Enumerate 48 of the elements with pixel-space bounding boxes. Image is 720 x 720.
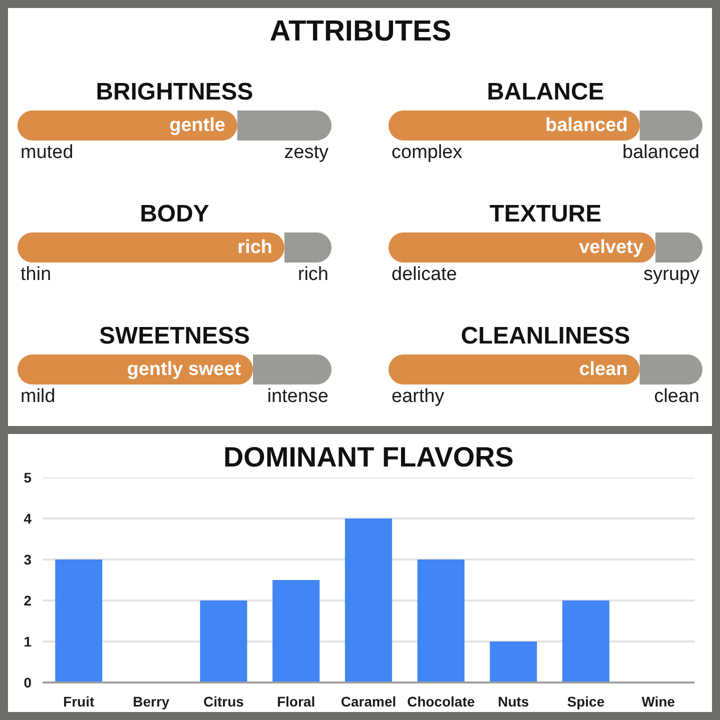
text: mild xyxy=(20,386,56,407)
chart-title: SWEETNESS xyxy=(99,322,250,350)
text: intense xyxy=(267,386,329,407)
text: ATTRIBUTES xyxy=(270,16,452,48)
annotation: clean xyxy=(579,359,628,380)
chart-title: BRIGHTNESS xyxy=(96,78,254,106)
x-tick-label: Wine xyxy=(642,694,676,710)
x-tick-label: Caramel xyxy=(340,694,396,710)
chart-title: BALANCE xyxy=(486,78,604,106)
chart-title: DOMINANT FLAVORS xyxy=(223,442,514,472)
bar xyxy=(490,642,537,682)
annotation: balanced xyxy=(545,115,628,136)
bar xyxy=(200,600,248,682)
annotation: gentle xyxy=(169,115,226,136)
y-tick-label: 0 xyxy=(24,674,32,690)
x-tick-label: Floral xyxy=(276,694,316,710)
x-tick-label: Citrus xyxy=(203,694,244,710)
bar xyxy=(562,600,610,682)
text: complex xyxy=(392,142,463,163)
text: rich xyxy=(298,264,329,285)
bar xyxy=(55,560,102,682)
x-tick-label: Nuts xyxy=(498,694,530,710)
annotation: velvety xyxy=(578,237,644,258)
bar xyxy=(417,560,464,682)
text: zesty xyxy=(284,142,329,163)
y-tick-label: 4 xyxy=(24,510,32,526)
x-tick-label: Berry xyxy=(132,694,170,710)
text: syrupy xyxy=(644,264,700,285)
bar xyxy=(272,580,320,682)
chart-title: CLEANLINESS xyxy=(460,322,630,350)
text: earthy xyxy=(392,386,445,407)
text: thin xyxy=(20,264,52,285)
text: delicate xyxy=(392,264,457,285)
x-tick-label: Fruit xyxy=(63,694,95,710)
y-tick-label: 3 xyxy=(24,552,32,568)
chart-title: TEXTURE xyxy=(489,200,602,228)
annotation: gently sweet xyxy=(126,359,242,380)
y-tick-label: 1 xyxy=(24,634,32,650)
text: muted xyxy=(20,142,74,163)
chart-title: BODY xyxy=(140,200,210,228)
y-tick-label: 5 xyxy=(24,470,32,486)
bar xyxy=(344,518,392,682)
text: clean xyxy=(654,386,700,407)
x-tick-label: Chocolate xyxy=(407,694,475,710)
text: balanced xyxy=(622,142,700,163)
y-tick-label: 2 xyxy=(24,592,32,608)
annotation: rich xyxy=(238,237,272,258)
x-tick-label: Spice xyxy=(567,694,605,710)
